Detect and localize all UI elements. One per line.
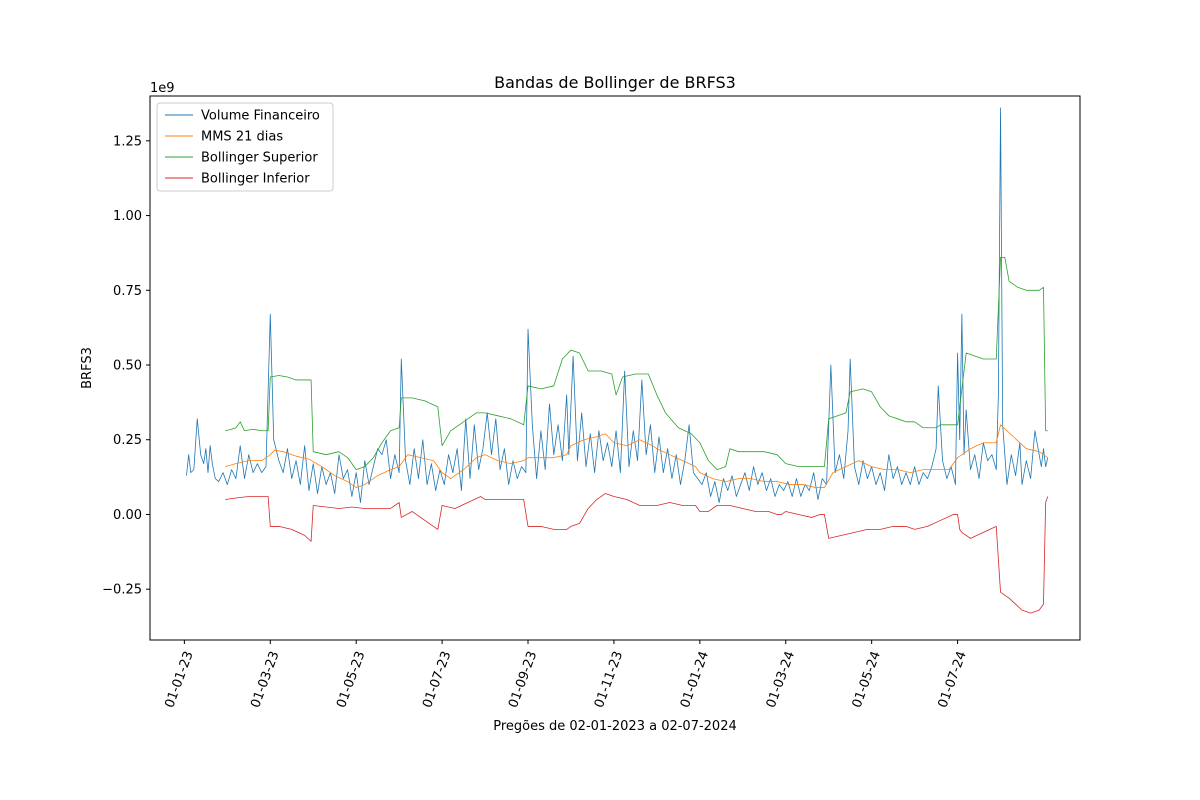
y-offset-label: 1e9 bbox=[150, 81, 175, 96]
chart-title: Bandas de Bollinger de BRFS3 bbox=[494, 73, 736, 92]
legend-label-0: Volume Financeiro bbox=[201, 109, 320, 124]
x-axis-title: Pregões de 02-01-2023 a 02-07-2024 bbox=[493, 719, 737, 734]
y-tick-label: −0.25 bbox=[102, 583, 142, 598]
y-tick-label: 0.50 bbox=[113, 359, 142, 374]
series-line-3 bbox=[225, 493, 1049, 614]
series-line-0 bbox=[186, 107, 1049, 503]
series-line-1 bbox=[225, 424, 1049, 488]
legend-box bbox=[156, 102, 334, 192]
y-tick-label: 0.75 bbox=[113, 284, 142, 299]
plot-frame bbox=[149, 95, 1081, 641]
y-tick-label: 0.00 bbox=[113, 508, 142, 523]
y-tick-label: 1.00 bbox=[113, 209, 142, 224]
y-axis-title: BRFS3 bbox=[80, 347, 95, 389]
legend-label-3: Bollinger Inferior bbox=[201, 172, 310, 187]
legend-label-1: MMS 21 dias bbox=[201, 130, 283, 145]
y-tick-label: 0.25 bbox=[113, 433, 142, 448]
y-tick-label: 1.25 bbox=[113, 134, 142, 149]
legend-label-2: Bollinger Superior bbox=[201, 151, 318, 166]
series-line-2 bbox=[225, 257, 1048, 471]
